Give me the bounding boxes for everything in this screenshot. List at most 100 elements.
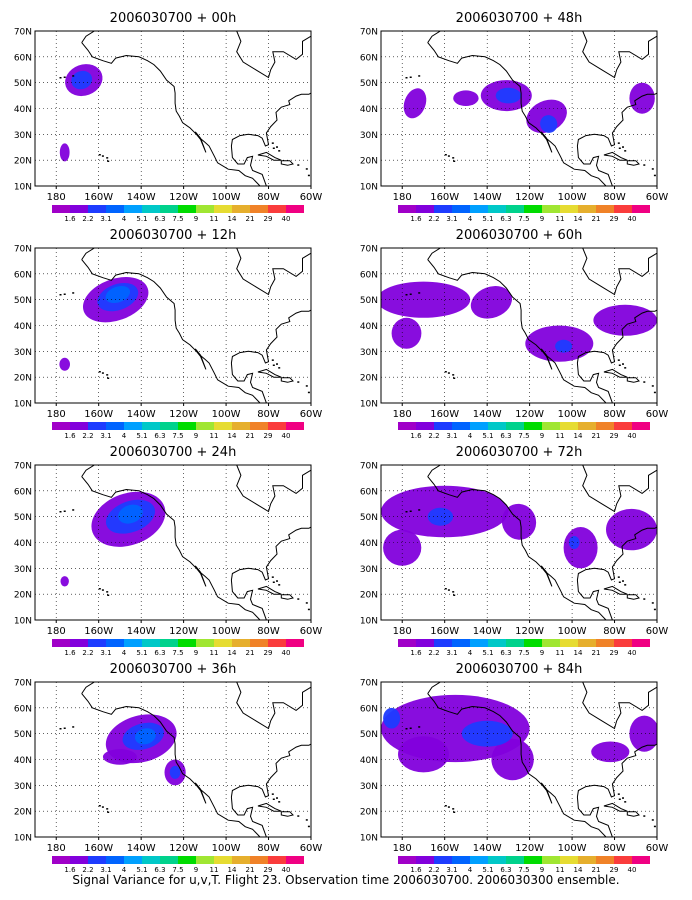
variance-field xyxy=(59,64,103,162)
island xyxy=(72,509,75,511)
x-tick-label: 80W xyxy=(603,409,626,420)
island xyxy=(107,811,110,813)
x-tick-label: 180 xyxy=(47,626,66,637)
colorbar-label: 2.2 xyxy=(82,432,93,440)
colorbar-swatch xyxy=(142,205,160,213)
island xyxy=(643,381,646,383)
colorbar-swatch xyxy=(178,856,196,864)
colorbar-swatch xyxy=(178,205,196,213)
island xyxy=(405,728,408,730)
coastline xyxy=(280,377,294,383)
coastline xyxy=(576,309,657,403)
island xyxy=(624,801,627,803)
x-tick-label: 80W xyxy=(257,626,280,637)
colorbar-label: 21 xyxy=(246,215,255,223)
island xyxy=(453,594,456,596)
x-tick-label: 100W xyxy=(212,192,241,203)
x-tick-label: 80W xyxy=(603,626,626,637)
x-tick-label: 180 xyxy=(393,192,412,203)
colorbar-swatch xyxy=(560,422,578,430)
colorbar-swatch xyxy=(470,856,488,864)
island xyxy=(453,160,456,162)
colorbar-swatch xyxy=(560,639,578,647)
colorbar-swatch xyxy=(470,639,488,647)
x-tick-label: 140W xyxy=(473,409,502,420)
colorbar-swatch xyxy=(578,205,596,213)
coastlines xyxy=(59,465,311,620)
island xyxy=(59,728,62,730)
island xyxy=(271,359,274,361)
island xyxy=(405,77,408,79)
colorbar-swatch xyxy=(632,639,650,647)
colorbar-label: 6.3 xyxy=(500,432,511,440)
colorbar-label: 2.2 xyxy=(428,866,439,874)
colorbar-swatch xyxy=(286,639,304,647)
map-frame xyxy=(380,30,658,187)
colorbar-label: 1.6 xyxy=(64,432,76,440)
colorbar-swatch xyxy=(196,856,214,864)
x-tick-label: 60W xyxy=(646,409,669,420)
y-tick-label: 30N xyxy=(360,131,378,141)
colorbar-swatch xyxy=(52,422,70,430)
colorbar-label: 2.2 xyxy=(428,215,439,223)
colorbar-swatch xyxy=(178,639,196,647)
colorbar-label: 14 xyxy=(228,215,237,223)
colorbar-label: 1.6 xyxy=(410,215,422,223)
colorbar-label: 2.2 xyxy=(428,649,439,657)
island xyxy=(444,371,447,373)
colorbar-label: 29 xyxy=(610,866,619,874)
colorbar-label: 40 xyxy=(628,866,637,874)
island xyxy=(409,293,412,295)
colorbar-swatch xyxy=(452,205,470,213)
panel-title: 2006030700 + 12h xyxy=(110,228,237,243)
colorbar-swatch xyxy=(632,422,650,430)
colorbar-label: 29 xyxy=(264,649,273,657)
colorbar-label: 9 xyxy=(540,649,544,657)
island xyxy=(271,142,274,144)
island xyxy=(447,155,450,157)
colorbar-swatch xyxy=(614,856,632,864)
colorbar-label: 9 xyxy=(540,215,544,223)
island xyxy=(59,294,62,296)
island xyxy=(107,594,110,596)
x-tick-label: 140W xyxy=(473,626,502,637)
colorbar-label: 4 xyxy=(122,432,127,440)
variance-region xyxy=(563,527,598,569)
coastline xyxy=(427,42,607,186)
colorbar-label: 9 xyxy=(194,649,198,657)
colorbar-swatch xyxy=(142,639,160,647)
x-tick-label: 160W xyxy=(430,192,459,203)
coastline xyxy=(626,160,640,166)
colorbar-swatch xyxy=(106,639,124,647)
colorbar-label: 3.1 xyxy=(100,649,111,657)
colorbar-swatch xyxy=(232,639,250,647)
y-tick-label: 70N xyxy=(14,679,32,689)
island xyxy=(297,815,300,817)
island xyxy=(643,815,646,817)
island xyxy=(653,174,656,177)
x-tick-label: 140W xyxy=(127,409,156,420)
y-tick-label: 60N xyxy=(360,704,378,714)
colorbar-label: 5.1 xyxy=(136,866,147,874)
colorbar-swatch xyxy=(106,422,124,430)
coastline xyxy=(427,682,441,694)
x-tick-label: 120W xyxy=(515,843,544,854)
colorbar: 1.6 2.2 3.1 4 5.1 6.3 7.5 9 11 14 21 29 40 xyxy=(52,856,304,874)
colorbar-swatch xyxy=(434,856,452,864)
colorbar-swatch xyxy=(70,639,88,647)
colorbar-swatch xyxy=(124,422,142,430)
colorbar-label: 3.1 xyxy=(100,432,111,440)
y-tick-label: 70N xyxy=(360,462,378,472)
island xyxy=(101,806,104,808)
coastline xyxy=(626,594,640,600)
x-tick-label: 100W xyxy=(558,192,587,203)
coastline xyxy=(280,811,294,817)
coastline xyxy=(427,259,607,403)
colorbar-label: 11 xyxy=(556,215,565,223)
colorbar-label: 1.6 xyxy=(410,432,422,440)
colorbar-swatch xyxy=(160,856,178,864)
colorbar-swatch xyxy=(214,639,232,647)
colorbar-swatch xyxy=(596,856,614,864)
colorbar-swatch xyxy=(614,205,632,213)
colorbar-label: 4 xyxy=(122,866,127,874)
